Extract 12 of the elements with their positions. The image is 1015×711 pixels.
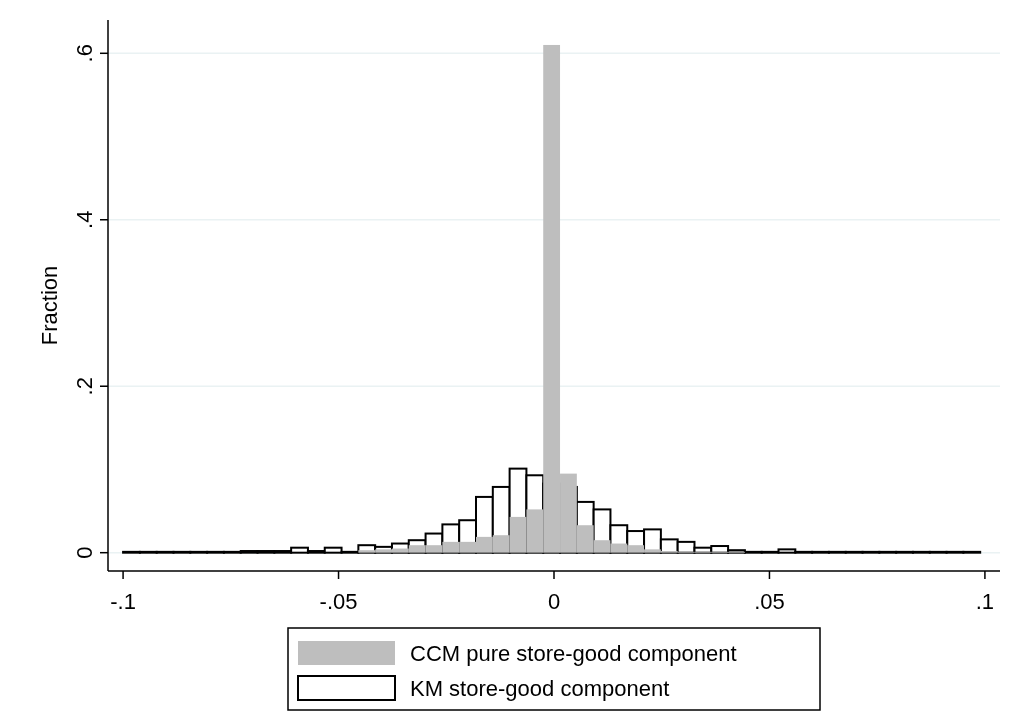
y-tick-label: .6 <box>72 44 97 63</box>
y-tick-label: .4 <box>72 210 97 229</box>
x-tick-label: .1 <box>975 589 995 614</box>
x-tick-label: -.1 <box>110 589 136 614</box>
y-tick-label: .2 <box>72 377 97 396</box>
legend-label: CCM pure store-good component <box>410 641 737 666</box>
y-axis-title: Fraction <box>37 265 62 346</box>
x-tick-label: 0 <box>547 589 561 614</box>
legend-label: KM store-good component <box>410 676 670 701</box>
y-tick-label: 0 <box>72 546 97 559</box>
x-tick-label: -.05 <box>319 589 358 614</box>
x-tick-label: .05 <box>754 589 785 614</box>
